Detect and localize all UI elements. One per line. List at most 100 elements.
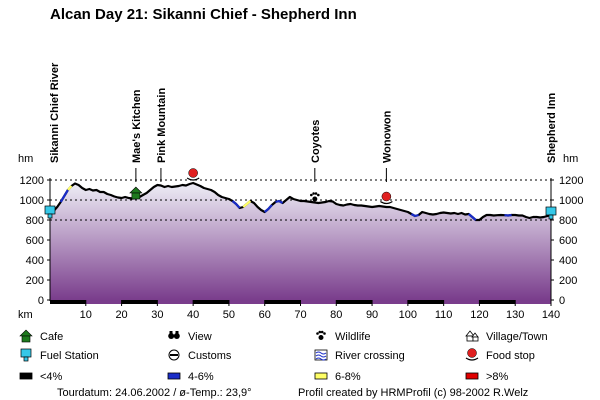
river-waves — [315, 351, 327, 361]
x-tick-label: 140 — [542, 309, 560, 321]
legend-label: Customs — [188, 350, 232, 362]
y-tick-label-right: 400 — [559, 255, 577, 267]
legend-label: View — [188, 331, 212, 343]
fuel-icon — [545, 206, 557, 220]
y-tick-label-right: 800 — [559, 215, 577, 227]
y-axis-unit-right: hm — [563, 153, 578, 165]
legend-label: 4-6% — [188, 371, 214, 383]
km-bar-segment — [515, 300, 551, 304]
cafe-body — [131, 192, 141, 200]
place-label: Sikanni Chief River — [49, 62, 61, 163]
place-label: Pink Mountain — [156, 88, 168, 163]
paw-toe — [320, 330, 324, 334]
binocular-lens — [168, 333, 175, 339]
food-head — [188, 168, 198, 178]
km-bar-segment — [264, 300, 301, 304]
paw-toe — [316, 332, 319, 335]
steep-segment-4 — [263, 204, 273, 213]
steep-segment-3 — [242, 200, 252, 208]
paw-toe — [310, 193, 313, 197]
footer-date-temp: Tourdatum: 24.06.2002 / ø-Temp.: 23,9° — [57, 387, 252, 399]
food-head — [467, 348, 477, 358]
steep-segment-1 — [59, 189, 69, 203]
fuel-base — [23, 356, 29, 362]
km-bar-segment — [157, 300, 194, 304]
km-bar-segment — [85, 300, 122, 304]
km-bar-segment — [50, 300, 86, 304]
steep-segments — [59, 185, 512, 221]
view-icon — [168, 331, 180, 339]
paw-toe — [323, 332, 326, 335]
fuel-base — [47, 213, 53, 219]
elevation-fill — [50, 183, 551, 300]
place-label: Wonowon — [381, 110, 393, 163]
place-labels: Sikanni Chief River Mae's Kitchen Pink Mou… — [49, 62, 558, 182]
x-tick-label: 120 — [470, 309, 488, 321]
y-tick-label-left: 200 — [26, 275, 44, 287]
place-label: Shepherd Inn — [546, 92, 558, 163]
fuel-icon — [20, 348, 32, 362]
steep-segment-0 — [67, 185, 73, 191]
km-bar-segment — [443, 300, 480, 304]
wildlife-icon — [310, 192, 320, 202]
x-tick-label: 70 — [294, 309, 306, 321]
legend-swatch — [19, 372, 33, 380]
steep-segment-6 — [410, 213, 419, 218]
y-tick-label-right: 1000 — [559, 195, 583, 207]
x-tick-label: 30 — [151, 309, 163, 321]
legend-label: Cafe — [40, 331, 63, 343]
y-tick-label-right: 200 — [559, 275, 577, 287]
place-label: Mae's Kitchen — [131, 89, 143, 163]
legend-label: Fuel Station — [40, 350, 99, 362]
km-bar-segment — [228, 300, 265, 304]
km-bar-segment — [193, 300, 229, 304]
poi-markers — [44, 168, 557, 220]
km-bar-segment — [372, 300, 408, 304]
km-bar-segment — [121, 300, 158, 304]
customs-bar — [170, 354, 178, 356]
fuel-body — [44, 205, 56, 215]
village-icon — [465, 330, 479, 342]
x-tick-label: 130 — [506, 309, 524, 321]
km-bar-segment — [300, 300, 337, 304]
y-tick-label-left: 1000 — [20, 195, 44, 207]
binocular-lens — [173, 333, 180, 339]
legend-label: 6-8% — [335, 371, 361, 383]
paw-toe — [312, 192, 315, 195]
paw-toe — [314, 192, 318, 195]
legend-swatch — [167, 372, 181, 380]
x-tick-label: 60 — [259, 309, 271, 321]
chart-title: Alcan Day 21: Sikanni Chief - Shepherd I… — [50, 6, 357, 23]
legend-label: >8% — [486, 371, 509, 383]
x-tick-label: 80 — [330, 309, 342, 321]
food-icon — [380, 191, 393, 205]
x-tick-label: 110 — [435, 309, 453, 321]
steep-segment-7 — [467, 213, 477, 221]
steep-segment-5 — [275, 199, 284, 204]
x-tick-label: 40 — [187, 309, 199, 321]
food-icon — [186, 168, 200, 181]
x-axis-unit: km — [18, 309, 33, 321]
y-tick-label-left: 600 — [26, 235, 44, 247]
wildlife-icon — [316, 330, 326, 340]
km-bar-segment — [336, 300, 373, 304]
elevation-area — [50, 183, 551, 300]
fuel-body — [545, 206, 557, 216]
legend-swatch — [314, 372, 328, 380]
y-tick-label-right: 1200 — [559, 175, 583, 187]
x-tick-label: 90 — [366, 309, 378, 321]
legend-label: River crossing — [335, 350, 405, 362]
steep-segment-2 — [231, 200, 241, 209]
river-icon — [314, 349, 328, 361]
customs-icon — [168, 349, 180, 361]
x-tick-label: 50 — [223, 309, 235, 321]
fuel-base — [548, 214, 554, 220]
village-roof — [465, 330, 475, 337]
cafe-icon — [19, 329, 33, 343]
y-axis-unit-left: hm — [18, 153, 33, 165]
food-plate — [380, 200, 393, 205]
legend-swatch — [465, 372, 479, 380]
fuel-body — [20, 348, 32, 358]
legend: Cafe View Wildlife Village/Town Fuel Station… — [19, 329, 548, 383]
food-head — [381, 191, 392, 202]
